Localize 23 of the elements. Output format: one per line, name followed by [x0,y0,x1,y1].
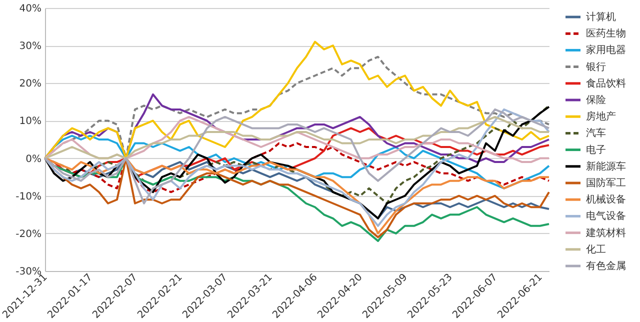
y-tick-label: -20% [16,228,42,240]
y-tick-label: 0% [26,154,42,165]
legend-label: 电子 [586,144,606,156]
legend-label: 新能源车 [586,160,626,172]
y-tick-label: -10% [16,191,42,202]
legend-label: 机械设备 [586,194,626,206]
legend-label: 建筑材料 [585,226,626,239]
legend-label: 家用电器 [586,44,626,56]
legend-label: 银行 [585,62,606,73]
legend-label: 计算机 [586,11,616,23]
y-tick-label: 40% [19,4,42,14]
y-tick-label: 10% [19,116,42,128]
legend-label: 房地产 [586,110,616,123]
y-tick-label: 30% [19,41,42,52]
legend-label: 国防军工 [586,177,626,189]
y-tick-label: 20% [19,78,42,90]
legend-label: 保险 [586,94,606,106]
legend-label: 化工 [586,243,606,256]
legend-label: 医药生物 [586,28,626,40]
legend-label: 有色金属 [586,260,626,272]
legend-label: 食品饮料 [586,77,626,90]
legend-label: 汽车 [586,127,606,140]
legend-label: 电气设备 [586,210,626,222]
